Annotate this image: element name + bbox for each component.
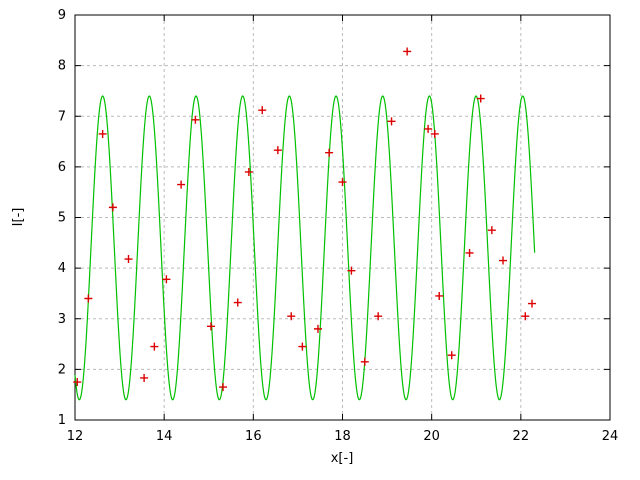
x-tick-label: 16 (245, 429, 262, 444)
x-tick-label: 12 (67, 429, 84, 444)
y-tick-label: 1 (58, 413, 66, 428)
data-point-marker (430, 129, 439, 138)
data-point-marker (403, 47, 412, 56)
x-tick-label: 24 (602, 429, 619, 444)
data-point-marker (177, 180, 186, 189)
y-tick-label: 7 (58, 109, 66, 124)
data-point-marker (124, 255, 133, 264)
data-point-marker (73, 378, 82, 387)
data-point-marker (298, 342, 307, 351)
data-point-marker (347, 266, 356, 275)
data-point-marker (360, 357, 369, 366)
data-point-marker (476, 94, 485, 103)
data-point-marker (98, 129, 107, 138)
data-point-marker (487, 226, 496, 235)
data-point-marker (499, 256, 507, 265)
data-point-marker (233, 298, 242, 307)
x-axis-label: x[-] (331, 451, 354, 466)
data-point-marker (338, 178, 347, 187)
data-point-marker (424, 124, 433, 133)
data-point-marker (374, 312, 383, 321)
x-tick-label: 22 (513, 429, 530, 444)
x-tick-label: 14 (156, 429, 173, 444)
y-axis-label: I[-] (11, 208, 26, 227)
y-tick-label: 6 (58, 160, 66, 175)
data-point-marker (140, 373, 149, 382)
y-tick-label: 5 (58, 211, 66, 226)
y-tick-label: 4 (58, 261, 66, 276)
data-point-marker (287, 312, 296, 321)
data-point-marker (206, 322, 215, 331)
data-point-marker (244, 167, 253, 176)
x-tick-label: 18 (334, 429, 351, 444)
data-point-marker (521, 312, 530, 321)
data-point-marker (313, 324, 322, 333)
data-point-marker (325, 148, 334, 157)
y-tick-label: 2 (58, 362, 66, 377)
data-point-marker (108, 203, 117, 212)
data-point-marker (84, 294, 93, 303)
data-point-marker (465, 248, 474, 257)
data-point-marker (191, 115, 200, 124)
data-point-marker (273, 146, 282, 155)
data-point-marker (435, 291, 444, 300)
x-tick-label: 20 (423, 429, 440, 444)
sine-fit-curve (74, 95, 536, 401)
data-point-marker (258, 106, 267, 115)
y-tick-label: 9 (58, 8, 66, 23)
data-point-marker (527, 299, 536, 308)
data-point-marker (219, 383, 228, 392)
y-tick-label: 3 (58, 312, 66, 327)
data-point-marker (150, 342, 159, 351)
y-tick-label: 8 (58, 59, 66, 74)
data-point-marker (387, 117, 396, 126)
data-point-marker (447, 351, 456, 360)
data-point-marker (162, 275, 171, 284)
